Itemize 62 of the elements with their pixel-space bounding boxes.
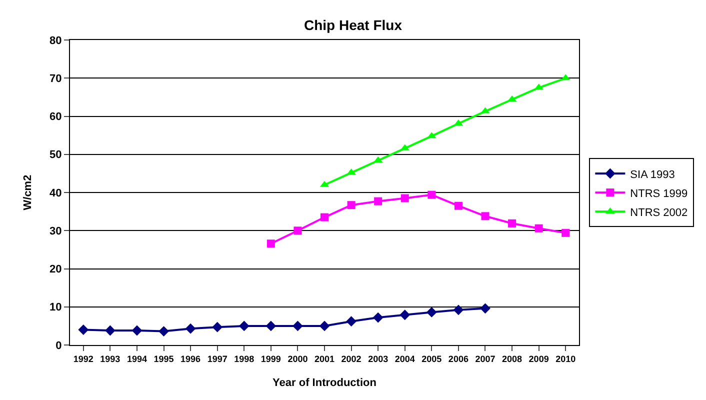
x-tick-label: 1996 — [180, 354, 201, 364]
x-tick-label: 2003 — [368, 354, 388, 364]
point — [508, 219, 516, 228]
point — [266, 320, 276, 332]
x-tick-label: 2007 — [475, 354, 496, 364]
y-tick-label: 30 — [50, 225, 62, 238]
x-tick-label: 2005 — [422, 354, 442, 364]
x-tick-label: 2002 — [341, 354, 362, 364]
x-tick-label: 2009 — [528, 354, 549, 364]
y-tick-label: 10 — [50, 302, 62, 314]
point — [238, 320, 250, 332]
point — [400, 194, 409, 202]
legend-label: NTRS 2002 — [630, 206, 688, 219]
y-tick-label: 40 — [50, 187, 62, 200]
y-tick-label: 80 — [50, 34, 62, 47]
x-tick-label: 1998 — [234, 354, 254, 364]
x-tick-label: 2008 — [502, 354, 522, 364]
point — [294, 226, 302, 235]
point — [453, 304, 464, 316]
legend-label: SIA 1993 — [630, 168, 675, 181]
legend-label: NTRS 1999 — [630, 188, 688, 200]
x-tick-label: 2006 — [448, 354, 468, 364]
point — [347, 201, 356, 210]
point — [426, 307, 437, 318]
y-tick-label: 20 — [50, 264, 62, 276]
point — [400, 310, 410, 320]
point — [480, 303, 490, 314]
x-tick-label: 1994 — [126, 354, 147, 364]
x-tick-label: 2004 — [394, 354, 415, 364]
point — [132, 325, 142, 336]
point — [481, 212, 490, 220]
x-tick-label: 2010 — [556, 354, 576, 364]
point — [78, 324, 89, 335]
point — [212, 322, 223, 332]
point — [158, 326, 169, 336]
y-tick-label: 60 — [50, 111, 62, 124]
y-axis-title: W/cm2 — [22, 174, 34, 210]
y-tick-label: 50 — [50, 149, 62, 162]
point — [454, 202, 462, 210]
point — [534, 224, 543, 232]
point — [185, 323, 196, 334]
point — [292, 320, 303, 332]
point — [320, 213, 328, 222]
point — [319, 320, 330, 332]
point — [104, 325, 116, 336]
x-tick-label: 1997 — [207, 354, 228, 364]
x-axis-title: Year of Introduction — [272, 377, 377, 389]
point — [346, 316, 356, 327]
x-tick-label: 1999 — [260, 354, 281, 364]
x-tick-label: 1995 — [154, 354, 174, 364]
y-tick-label: 0 — [56, 340, 62, 352]
x-tick-label: 1993 — [100, 354, 120, 364]
point — [372, 312, 384, 323]
x-tick-label: 1992 — [73, 354, 94, 364]
x-tick-label: 2001 — [314, 354, 335, 364]
point — [428, 190, 436, 199]
chart-title: Chip Heat Flux — [304, 16, 402, 33]
y-tick-label: 70 — [50, 72, 62, 85]
point — [562, 228, 570, 237]
point — [266, 240, 275, 248]
point — [374, 197, 382, 206]
x-tick-label: 2000 — [288, 354, 308, 364]
